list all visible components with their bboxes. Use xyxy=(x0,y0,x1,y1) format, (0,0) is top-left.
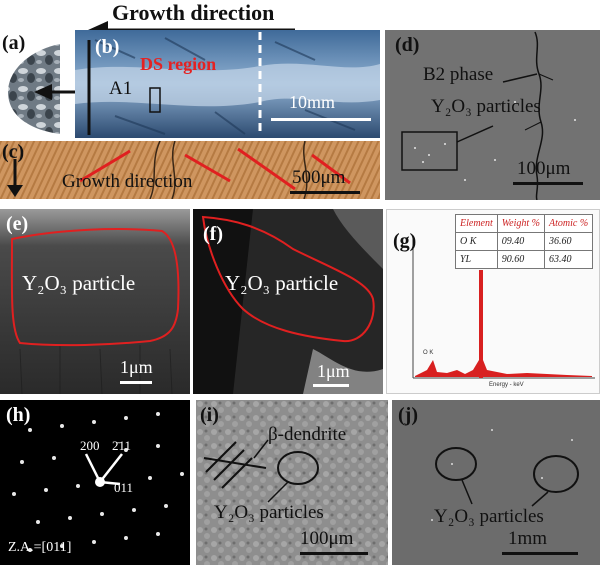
eds-header-element: Element xyxy=(455,214,498,233)
eds-cell: 09.40 xyxy=(496,232,546,251)
panel-h: (h) 200 2̄11 011 Z.A.=[011] xyxy=(0,400,190,565)
panel-d-scale-bar xyxy=(513,182,583,185)
panel-e: (e) Y₂O₃ particle 1μm xyxy=(0,209,190,394)
panel-j-scale-text: 1mm xyxy=(508,528,548,549)
panel-g-label: (g) xyxy=(393,230,417,252)
panel-b: (b) DS region A1 10mm xyxy=(75,30,380,138)
panel-j-scale-bar xyxy=(502,552,578,555)
panel-d-label: (d) xyxy=(395,34,420,56)
y2o3-particle-label-f: Y₂O₃ particle xyxy=(225,271,339,295)
zone-axis-label: Z.A.=[011] xyxy=(8,540,72,555)
a1-label: A1 xyxy=(109,78,133,99)
ds-region-label: DS region xyxy=(140,54,217,74)
panel-b-scale-text: 10mm xyxy=(289,92,336,112)
panel-d: (d) B2 phase Y₂O₃ particles 100μm xyxy=(385,30,600,200)
panel-b-scale-bar xyxy=(271,118,371,121)
growth-direction-title: Growth direction xyxy=(112,0,275,25)
panel-c-scale-bar xyxy=(290,191,360,194)
sem-dendrite-micrograph xyxy=(196,400,388,565)
table-row: YL 90.60 63.40 xyxy=(455,250,594,269)
panel-c-label: (c) xyxy=(2,141,25,163)
panel-g: O K Y L Energy - keV Element Weight % At… xyxy=(386,209,600,394)
tem-particle-image-e xyxy=(0,209,190,394)
panel-h-label: (h) xyxy=(6,404,31,426)
spot-011-label: 011 xyxy=(114,480,134,495)
growth-grains-micrograph xyxy=(0,141,380,199)
peak-ok-label: O K xyxy=(423,350,434,356)
eds-cell: 90.60 xyxy=(496,250,546,269)
panel-j: (j) Y₂O₃ particles 1mm xyxy=(392,400,600,565)
panel-f: (f) Y₂O₃ particle 1μm xyxy=(193,209,383,394)
eds-cell: O K xyxy=(455,232,498,251)
panel-d-scale-text: 100μm xyxy=(517,158,571,179)
panel-c: (c) Growth direction 500μm xyxy=(0,141,380,199)
sem-b2-phase-micrograph xyxy=(385,30,600,200)
growth-direction-caption: Growth direction xyxy=(62,171,193,192)
eds-header-weight: Weight % xyxy=(496,214,546,233)
eds-cell: YL xyxy=(455,250,498,269)
y2o3-particles-label-d: Y₂O₃ particles xyxy=(431,96,541,117)
panel-e-label: (e) xyxy=(6,213,29,235)
y2o3-particles-label-j: Y₂O₃ particles xyxy=(434,506,544,527)
panel-i-scale-text: 100μm xyxy=(300,528,354,549)
eds-spectrum-chart xyxy=(412,238,595,379)
diffraction-pattern xyxy=(12,412,184,552)
panel-j-label: (j) xyxy=(398,404,418,426)
eds-composition-table: Element Weight % Atomic % O K 09.40 36.6… xyxy=(455,214,594,269)
eds-cell: 63.40 xyxy=(544,250,594,269)
eds-cell: 36.60 xyxy=(544,232,594,251)
panel-e-scale-bar xyxy=(120,381,152,384)
panel-a: (a) xyxy=(0,30,72,138)
panel-i-scale-bar xyxy=(300,552,368,555)
eds-header-atomic: Atomic % xyxy=(544,214,594,233)
panel-b-label: (b) xyxy=(95,36,120,58)
panel-i-label: (i) xyxy=(200,404,219,426)
panel-i: (i) β-dendrite Y₂O₃ particles 100μm xyxy=(196,400,388,565)
beta-dendrite-label: β-dendrite xyxy=(268,424,347,445)
panel-f-label: (f) xyxy=(203,223,223,245)
ingot-cross-section-image xyxy=(8,44,60,134)
sem-particles-micrograph xyxy=(392,400,600,565)
spot-200-label: 200 xyxy=(80,438,100,453)
tem-particle-image-f xyxy=(193,209,383,394)
eds-xlabel: Energy - keV xyxy=(489,382,524,388)
panel-f-scale-bar xyxy=(313,384,349,387)
panel-f-scale-text: 1μm xyxy=(317,361,350,381)
b2-phase-label: B2 phase xyxy=(423,64,494,85)
y2o3-particles-label-i: Y₂O₃ particles xyxy=(214,502,324,523)
panel-a-label: (a) xyxy=(2,32,26,54)
table-row: O K 09.40 36.60 xyxy=(455,232,594,251)
panel-c-scale-text: 500μm xyxy=(292,167,346,188)
panel-e-scale-text: 1μm xyxy=(120,357,153,377)
spot-211-label: 2̄11 xyxy=(112,438,132,453)
y2o3-particle-label-e: Y₂O₃ particle xyxy=(22,271,136,295)
